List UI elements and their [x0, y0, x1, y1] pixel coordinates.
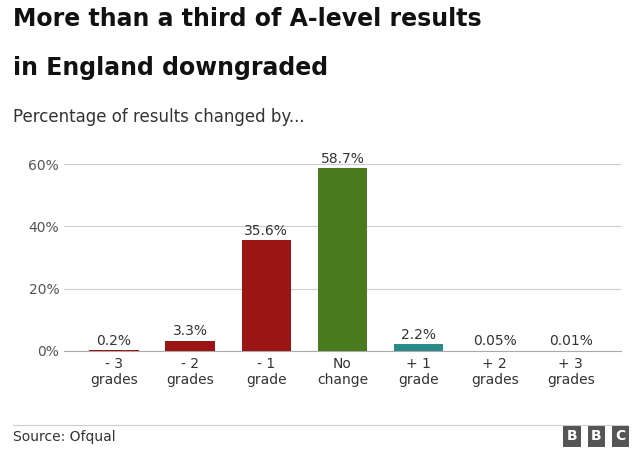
Bar [317, 168, 367, 351]
Text: 2.2%: 2.2% [401, 328, 436, 342]
Text: Source: Ofqual: Source: Ofqual [13, 430, 115, 444]
Text: 0.01%: 0.01% [549, 334, 593, 348]
Text: C: C [616, 429, 626, 443]
Text: More than a third of A-level results: More than a third of A-level results [13, 7, 481, 31]
Text: B: B [567, 429, 577, 443]
Text: Percentage of results changed by...: Percentage of results changed by... [13, 108, 305, 126]
Text: 3.3%: 3.3% [173, 324, 207, 338]
Text: in England downgraded: in England downgraded [13, 56, 328, 80]
Text: 58.7%: 58.7% [321, 152, 364, 166]
Bar [165, 341, 215, 351]
Bar [394, 344, 444, 351]
Text: 0.2%: 0.2% [97, 334, 132, 348]
Text: B: B [591, 429, 602, 443]
Text: 35.6%: 35.6% [244, 224, 288, 238]
Text: 0.05%: 0.05% [473, 334, 516, 348]
Bar [241, 240, 291, 351]
